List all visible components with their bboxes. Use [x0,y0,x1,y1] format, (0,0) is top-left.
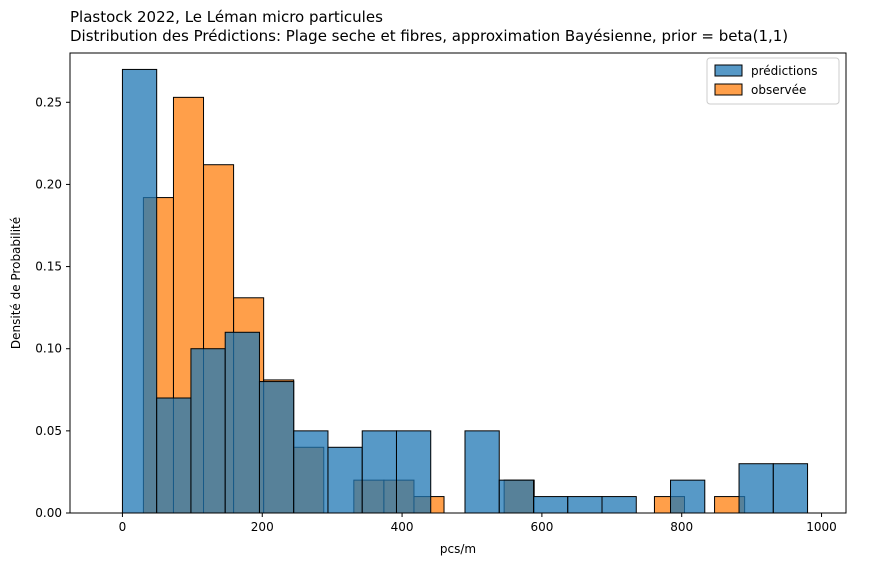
legend-label: observée [751,83,806,97]
histogram-bar [327,446,363,514]
histogram-bar [258,381,295,514]
y-axis-label: Densité de Probabilité [9,217,23,349]
y-tick-label: 0.25 [35,95,62,109]
histogram-bar [567,496,603,514]
y-axis-ticks: 0.00 0.05 0.10 0.15 0.20 0.25 [35,95,70,520]
histogram-bar [772,463,809,514]
x-tick-label: 200 [251,520,274,534]
histogram-bar [738,463,774,514]
x-tick-label: 800 [670,520,693,534]
x-tick-label: 0 [119,520,127,534]
y-tick-label: 0.15 [35,260,62,274]
legend-swatch [714,64,743,77]
x-tick-label: 400 [391,520,414,534]
legend: prédictions observée [706,57,840,105]
histogram-bar [601,496,637,514]
x-axis-ticks: 0 200 400 600 800 1000 [119,513,837,534]
predicted-series [121,68,809,514]
legend-swatch [714,83,743,96]
x-tick-label: 600 [530,520,553,534]
histogram-bar [361,430,397,514]
x-axis-label: pcs/m [440,542,476,556]
plot-frame [69,52,847,514]
histogram-bar [121,68,158,514]
legend-label: prédictions [751,64,817,78]
histogram-bar [190,348,226,514]
chart-subtitle: Distribution des Prédictions: Plage sech… [70,27,789,45]
histogram-bar [464,430,500,514]
histogram-bar [395,430,432,514]
x-tick-label: 1000 [806,520,837,534]
histogram-bar [224,331,260,514]
y-tick-label: 0.00 [35,506,62,520]
y-tick-label: 0.20 [35,177,62,191]
histogram-bar [670,479,706,514]
y-tick-label: 0.10 [35,342,62,356]
histogram-bar [293,430,329,514]
chart-title: Plastock 2022, Le Léman micro particules [70,8,383,26]
histogram-bar [533,496,569,514]
histogram-bar [156,397,192,514]
y-tick-label: 0.05 [35,424,62,438]
histogram-bar [498,479,535,514]
